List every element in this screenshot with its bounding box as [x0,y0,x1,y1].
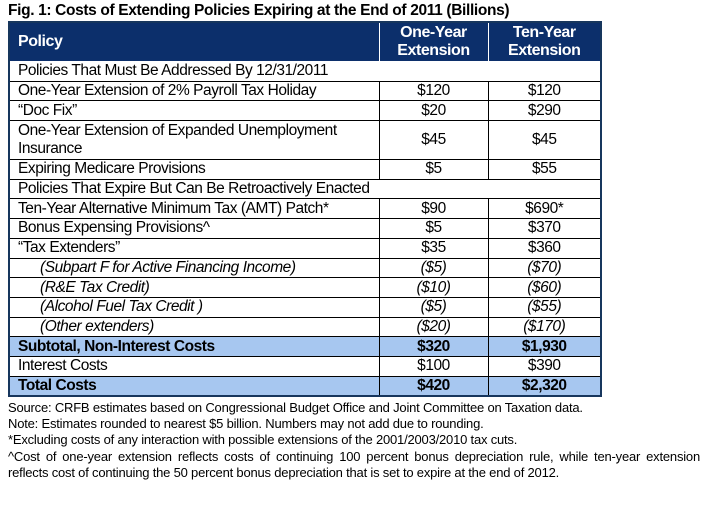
ten-year-cell: $690* [487,198,602,220]
one-year-cell: $45 [378,120,489,161]
table-row: Ten-Year Alternative Minimum Tax (AMT) P… [8,198,602,220]
table-row: (Other extenders) ($20) ($170) [8,316,602,338]
section-label: Policies That Must Be Addressed By 12/31… [8,61,602,82]
policy-cell: (Alcohol Fuel Tax Credit ) [8,296,380,318]
policy-cell: Interest Costs [8,355,380,377]
bonus-footnote: ^Cost of one-year extension reflects cos… [8,448,700,480]
table-row: “Doc Fix” $20 $290 [8,100,602,122]
rounding-note: Note: Estimates rounded to nearest $5 bi… [8,416,484,432]
one-year-cell: $20 [378,100,489,122]
policy-cell: (Subpart F for Active Financing Income) [8,257,380,279]
policy-cell: Expiring Medicare Provisions [8,159,380,180]
policy-cell: (R&E Tax Credit) [8,277,380,298]
one-year-cell: $5 [378,159,489,180]
ten-year-cell: $55 [487,159,602,180]
policy-cell: Subtotal, Non-Interest Costs [8,336,380,357]
table-row: “Tax Extenders” $35 $360 [8,237,602,259]
table-row: One-Year Extension of 2% Payroll Tax Hol… [8,80,602,102]
figure-title: Fig. 1: Costs of Extending Policies Expi… [8,2,510,19]
total-row: Total Costs $420 $2,320 [8,375,602,397]
table-row: (R&E Tax Credit) ($10) ($60) [8,277,602,298]
table-header-row: Policy One-Year Extension Ten-Year Exten… [8,21,602,62]
ten-year-cell: $120 [487,80,602,102]
ten-year-cell: $370 [487,218,602,239]
one-year-cell: $320 [378,336,489,357]
policy-cell: One-Year Extension of 2% Payroll Tax Hol… [8,80,380,102]
section-header-row: Policies That Expire But Can Be Retroact… [8,178,602,200]
ten-year-cell: $2,320 [487,375,602,397]
one-year-cell: $35 [378,237,489,259]
one-year-cell: $5 [378,218,489,239]
table-row: (Subpart F for Active Financing Income) … [8,257,602,279]
ten-year-cell: $1,930 [487,336,602,357]
one-year-cell: $120 [378,80,489,102]
ten-year-cell: ($60) [487,277,602,298]
amt-footnote: *Excluding costs of any interaction with… [8,432,518,448]
policy-cell: Ten-Year Alternative Minimum Tax (AMT) P… [8,198,380,220]
ten-year-cell: $360 [487,237,602,259]
ten-year-cell: ($55) [487,296,602,318]
one-year-cell: $90 [378,198,489,220]
ten-year-cell: $290 [487,100,602,122]
footnotes: Source: CRFB estimates based on Congress… [8,400,700,481]
policy-cell: One-Year Extension of Expanded Unemploym… [8,120,380,161]
ten-year-cell: $45 [487,120,602,161]
column-header-one-year: One-Year Extension [378,21,489,62]
one-year-cell: $100 [378,355,489,377]
ten-year-cell: ($170) [487,316,602,338]
table-row: Interest Costs $100 $390 [8,355,602,377]
table-row: (Alcohol Fuel Tax Credit ) ($5) ($55) [8,296,602,318]
table-row: Expiring Medicare Provisions $5 $55 [8,159,602,180]
section-header-row: Policies That Must Be Addressed By 12/31… [8,61,602,82]
table-row: Bonus Expensing Provisions^ $5 $370 [8,218,602,239]
section-label: Policies That Expire But Can Be Retroact… [8,178,602,200]
column-header-policy: Policy [8,21,380,62]
one-year-cell: ($20) [378,316,489,338]
policy-cell: Bonus Expensing Provisions^ [8,218,380,239]
one-year-cell: ($5) [378,257,489,279]
column-header-ten-year: Ten-Year Extension [487,21,602,62]
table-row: One-Year Extension of Expanded Unemploym… [8,120,602,161]
one-year-cell: ($10) [378,277,489,298]
ten-year-cell: ($70) [487,257,602,279]
total-row: Subtotal, Non-Interest Costs $320 $1,930 [8,336,602,357]
source-note: Source: CRFB estimates based on Congress… [8,400,583,415]
one-year-cell: $420 [378,375,489,397]
costs-table: Policy One-Year Extension Ten-Year Exten… [8,21,602,398]
policy-cell: “Tax Extenders” [8,237,380,259]
one-year-cell: ($5) [378,296,489,318]
policy-cell: (Other extenders) [8,316,380,338]
policy-cell: “Doc Fix” [8,100,380,122]
ten-year-cell: $390 [487,355,602,377]
policy-cell: Total Costs [8,375,380,397]
